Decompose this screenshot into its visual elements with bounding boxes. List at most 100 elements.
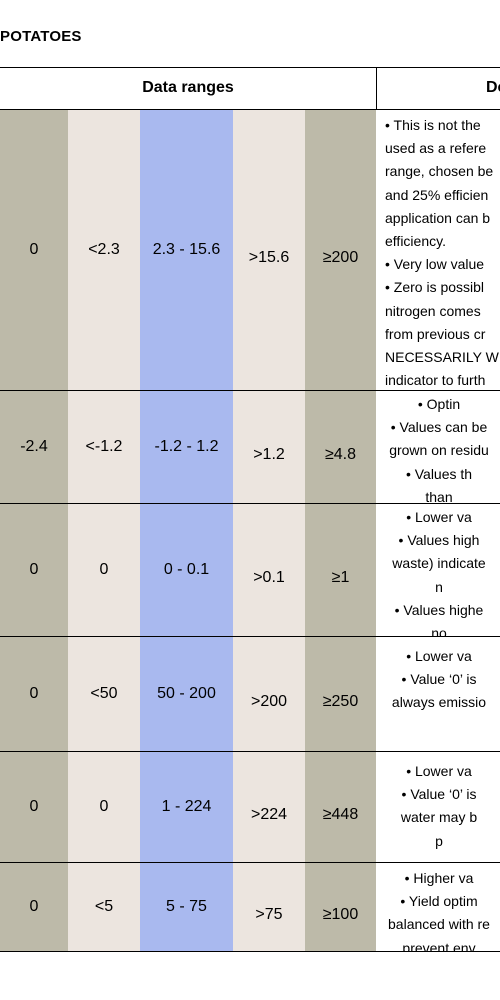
description-line: • Zero is possibl [385, 279, 485, 296]
description-line: n [435, 578, 443, 595]
range-value: 0 [99, 798, 109, 815]
range-value: <-1.2 [85, 438, 123, 455]
table-top-border [0, 67, 500, 68]
range-value: <50 [90, 685, 118, 702]
range-cell-0: 0 [0, 504, 68, 636]
header-data-ranges: Data ranges [142, 79, 234, 96]
range-cell-4: ≥4.8 [305, 391, 376, 503]
row-divider [0, 951, 500, 952]
description-line: NECESSARILY W [385, 349, 499, 366]
range-cell-0: 0 [0, 752, 68, 862]
description-line: • This is not the [385, 117, 481, 133]
range-cell-2: 0 - 0.1 [140, 504, 233, 636]
description-line: waste) indicate [392, 555, 486, 572]
range-value: 0 [29, 798, 39, 815]
range-cell-3: >1.2 [233, 391, 305, 503]
description-line: • Lower va [406, 763, 472, 779]
range-value: ≥448 [322, 806, 359, 823]
range-value: 5 - 75 [166, 898, 207, 915]
range-cell-2: 5 - 75 [140, 863, 233, 951]
range-value: -1.2 - 1.2 [154, 438, 219, 455]
range-value: >75 [255, 906, 283, 923]
description-line: • Lower va [406, 509, 472, 525]
range-value: -2.4 [20, 438, 48, 455]
description-line: from previous cr [385, 325, 486, 342]
range-value: >15.6 [248, 249, 290, 266]
range-value: ≥250 [322, 693, 359, 710]
row-divider [0, 751, 500, 752]
range-cell-1: <5 [68, 863, 140, 951]
description-line: grown on residu [389, 442, 489, 459]
range-value: 2.3 - 15.6 [152, 241, 221, 258]
description-line: • Value ‘0’ is [401, 671, 477, 688]
description-line: efficiency. [385, 233, 446, 250]
range-value: <2.3 [88, 241, 120, 258]
row-divider [0, 503, 500, 504]
range-cell-2: -1.2 - 1.2 [140, 391, 233, 503]
row-divider [0, 390, 500, 391]
range-value: 50 - 200 [157, 685, 216, 702]
range-cell-1: 0 [68, 504, 140, 636]
range-value: ≥200 [322, 249, 359, 266]
range-value: ≥4.8 [324, 446, 357, 463]
description-cell: • Lower va • Value ‘0’ is water may b p [377, 752, 500, 862]
table-row: 0 <50 50 - 200 >200 ≥250 • Lower va • Value ‘0… [0, 637, 500, 751]
description-line: • Values th [405, 465, 473, 482]
range-cell-1: <50 [68, 637, 140, 751]
header-description: De [486, 79, 500, 96]
description-line: application can b [385, 209, 491, 226]
range-value: 0 [29, 685, 39, 702]
row-divider [0, 636, 500, 637]
range-cell-1: <2.3 [68, 110, 140, 390]
header-bottom-border [0, 109, 500, 110]
range-value: <5 [94, 898, 114, 915]
range-cell-0: -2.4 [0, 391, 68, 503]
range-value: ≥1 [331, 569, 350, 586]
description-cell: • Optin • Values can be grown on residu • V… [377, 391, 500, 503]
table-row: 0 <2.3 2.3 - 15.6 >15.6 ≥200 • This is not th… [0, 110, 500, 390]
range-cell-0: 0 [0, 110, 68, 390]
range-value: 0 - 0.1 [163, 561, 210, 578]
range-cell-2: 2.3 - 15.6 [140, 110, 233, 390]
description-cell: • This is not the used as a refere range, … [377, 110, 500, 390]
range-cell-4: ≥448 [305, 752, 376, 862]
description-line: than [425, 488, 453, 503]
range-value: >1.2 [253, 446, 285, 463]
row-divider [0, 862, 500, 863]
description-line: • Values can be [390, 419, 488, 436]
range-value: 0 [29, 898, 39, 915]
description-line: • Values highe [394, 601, 484, 618]
description-cell: • Lower va • Values high waste) indicate n •… [377, 504, 500, 636]
description-line: • Value ‘0’ is [401, 786, 477, 803]
range-cell-3: >224 [233, 752, 305, 862]
range-value: 1 - 224 [161, 798, 212, 815]
range-cell-2: 1 - 224 [140, 752, 233, 862]
description-line: indicator to furth [385, 372, 486, 389]
range-value: ≥100 [322, 906, 359, 923]
description-line: used as a refere [385, 140, 487, 157]
description-line: • Very low value [385, 256, 485, 273]
description-line: prevent env [402, 939, 476, 951]
description-line: balanced with re [388, 916, 490, 933]
description-line: • Optin [417, 396, 461, 412]
range-cell-0: 0 [0, 863, 68, 951]
header-divider [376, 67, 377, 109]
description-cell: • Lower va • Value ‘0’ is always emissio [377, 637, 500, 751]
description-line: • Lower va [406, 648, 472, 664]
description-line: • Values high [398, 532, 480, 549]
range-cell-1: 0 [68, 752, 140, 862]
range-cell-4: ≥200 [305, 110, 376, 390]
range-cell-4: ≥100 [305, 863, 376, 951]
range-cell-4: ≥250 [305, 637, 376, 751]
range-cell-3: >200 [233, 637, 305, 751]
description-line: nitrogen comes [385, 302, 481, 319]
range-cell-2: 50 - 200 [140, 637, 233, 751]
range-cell-3: >15.6 [233, 110, 305, 390]
description-line: • Yield optim [400, 893, 478, 910]
range-value: >200 [250, 693, 288, 710]
description-line: range, chosen be [385, 163, 494, 180]
description-line: always emissio [391, 694, 487, 711]
range-cell-3: >75 [233, 863, 305, 951]
range-cell-4: ≥1 [305, 504, 376, 636]
range-value: 0 [29, 561, 39, 578]
